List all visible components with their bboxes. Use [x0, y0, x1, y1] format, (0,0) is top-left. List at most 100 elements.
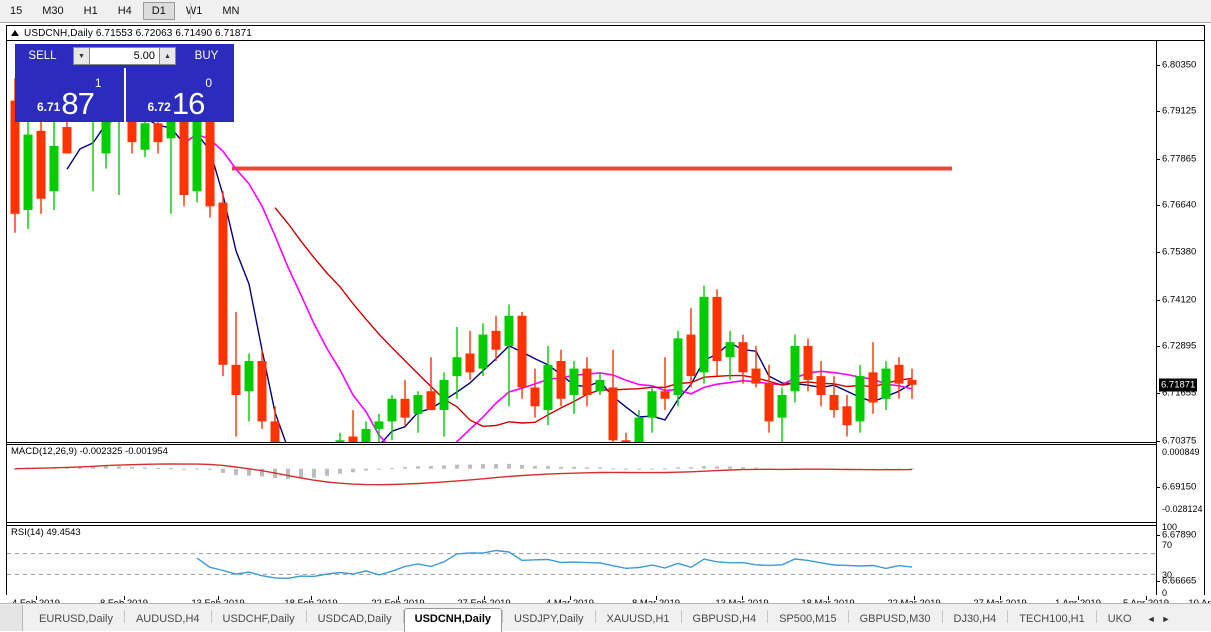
macd-histogram-bar [91, 466, 95, 469]
chart-tab-usdchf-daily[interactable]: USDCHF,Daily [222, 613, 295, 625]
time-tick [914, 596, 915, 600]
time-tick [1000, 596, 1001, 600]
candlestick [673, 330, 683, 407]
chart-title-bar: USDCNH,Daily 6.71553 6.72063 6.71490 6.7… [7, 26, 1204, 41]
macd-histogram-bar [468, 464, 472, 469]
chart-tab-sp500-m15[interactable]: SP500,M15 [779, 613, 837, 625]
sell-price-quote[interactable]: 6.71 87 1 [15, 68, 126, 122]
price-tick [1157, 392, 1160, 394]
chevron-up-icon: ▲ [164, 52, 171, 60]
sell-button[interactable]: SELL [15, 44, 70, 68]
buy-button[interactable]: BUY [179, 44, 234, 68]
current-price-label: 6.71871 [1159, 378, 1198, 392]
candlestick [413, 391, 423, 433]
macd-histogram-bar [377, 468, 381, 470]
chart-tab-usdcnh-daily[interactable]: USDCNH,Daily [403, 608, 503, 632]
chart-tab-gbpusd-m30[interactable]: GBPUSD,M30 [859, 613, 931, 625]
chart-tab-audusd-h4[interactable]: AUDUSD,H4 [135, 613, 200, 625]
candlestick [777, 387, 787, 442]
chart-tab-gbpusd-h4[interactable]: GBPUSD,H4 [692, 613, 757, 625]
macd-histogram-bar [520, 464, 524, 469]
macd-histogram-bar [910, 468, 914, 470]
timeframe-button-h4[interactable]: H4 [117, 5, 132, 17]
candlestick [374, 413, 384, 442]
macd-histogram-bar [442, 465, 446, 469]
rsi-pane[interactable]: RSI(14) 49.4543 [7, 525, 1157, 595]
time-tick [742, 596, 743, 600]
macd-pane[interactable]: MACD(12,26,9) -0.002325 -0.001954 [7, 444, 1157, 523]
candlestick [270, 406, 280, 442]
macd-histogram-bar [208, 468, 212, 470]
macd-histogram-bar [390, 467, 394, 469]
macd-histogram-bar [598, 467, 602, 469]
candlestick [543, 345, 553, 426]
price-label: 6.79125 [1162, 105, 1197, 117]
tabs-scroll-left-button[interactable] [0, 605, 23, 631]
price-tick [1157, 252, 1160, 254]
chart-tab-usdcad-daily[interactable]: USDCAD,Daily [317, 613, 392, 625]
macd-histogram-bar [624, 468, 628, 470]
candlestick [634, 410, 644, 442]
candlestick [556, 349, 566, 407]
price-label: 6.69150 [1162, 481, 1197, 493]
candlestick-chart [10, 77, 952, 442]
candlestick [751, 345, 761, 388]
chart-tab-xauusd-h1[interactable]: XAUUSD,H1 [606, 613, 670, 625]
volume-decrement-button[interactable]: ▼ [73, 47, 90, 65]
macd-histogram-bar [611, 468, 615, 470]
macd-histogram-bar [572, 466, 576, 469]
macd-histogram-bar [13, 468, 17, 470]
macd-histogram-bar [312, 468, 316, 478]
chart-tabs-list: EURUSD,Daily AUDUSD,H4 USDCHF,Daily USDCAD,… [0, 604, 1143, 632]
macd-histogram-bar [494, 464, 498, 469]
volume-control[interactable]: ▼ 5.00 ▲ [70, 44, 179, 68]
macd-histogram-bar [247, 468, 251, 476]
macd-histogram-bar [455, 464, 459, 469]
time-tick [1078, 596, 1079, 600]
candlestick [608, 349, 618, 442]
macd-histogram-bar [182, 468, 186, 470]
chart-tab-dj30-h4[interactable]: DJ30,H4 [953, 613, 997, 625]
tabs-scroll-arrows[interactable]: ◄ ► [1143, 614, 1177, 631]
candlestick [660, 357, 670, 411]
candlestick [829, 376, 839, 418]
tab-separator [305, 610, 307, 623]
one-click-trading-panel[interactable]: SELL ▼ 5.00 ▲ BUY 6.71 87 1 6.72 16 0 [15, 44, 234, 122]
candlestick [894, 357, 904, 399]
time-tick [218, 596, 219, 600]
chart-tab-uko[interactable]: UKO [1107, 613, 1132, 625]
candlestick [868, 342, 878, 414]
macd-histogram-bar [481, 464, 485, 469]
candlestick [36, 119, 46, 214]
chart-tab-usdjpy-daily[interactable]: USDJPY,Daily [514, 613, 584, 625]
tab-separator [123, 610, 125, 623]
timeframe-button-h1[interactable]: H1 [83, 5, 98, 17]
price-scale[interactable]: 6.80350 6.79125 6.77865 6.76640 6.75380 6.741… [1156, 41, 1204, 598]
timeframe-button-15[interactable]: 15 [10, 5, 23, 17]
macd-histogram-bar [195, 468, 199, 470]
timeframe-button-w1[interactable]: W1 [185, 5, 203, 17]
collapse-triangle-icon[interactable] [11, 30, 19, 36]
macd-histogram-bar [351, 468, 355, 473]
buy-price-quote[interactable]: 6.72 16 0 [126, 68, 235, 122]
time-tick [828, 596, 829, 600]
volume-input[interactable]: 5.00 [90, 47, 159, 65]
candlestick [699, 285, 709, 384]
volume-increment-button[interactable]: ▲ [159, 47, 176, 65]
macd-histogram-bar [338, 468, 342, 474]
timeframe-button-mn[interactable]: MN [222, 5, 240, 17]
timeframe-button-m30[interactable]: M30 [42, 5, 64, 17]
candlestick [361, 421, 371, 442]
candlestick [803, 338, 813, 392]
buy-price-main: 16 [171, 86, 205, 121]
tabs-arrow-right-icon[interactable]: ► [1161, 614, 1171, 624]
candlestick [881, 361, 891, 411]
timeframe-button-d1[interactable]: D1 [142, 2, 175, 20]
chart-tab-eurusd-daily[interactable]: EURUSD,Daily [39, 613, 113, 625]
tabs-arrow-left-icon[interactable]: ◄ [1146, 614, 1156, 624]
price-tick [1157, 487, 1160, 489]
chart-tab-tech100-h1[interactable]: TECH100,H1 [1019, 613, 1085, 625]
macd-histogram-bar [221, 468, 225, 473]
macd-histogram-bar [637, 468, 641, 470]
candlestick [530, 368, 540, 418]
